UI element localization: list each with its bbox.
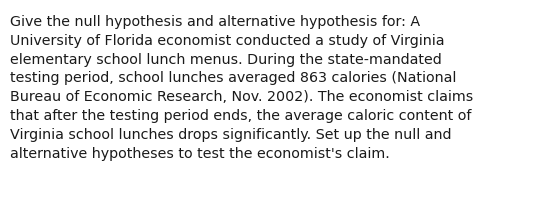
Text: Give the null hypothesis and alternative hypothesis for: A
University of Florida: Give the null hypothesis and alternative… [10, 15, 473, 161]
